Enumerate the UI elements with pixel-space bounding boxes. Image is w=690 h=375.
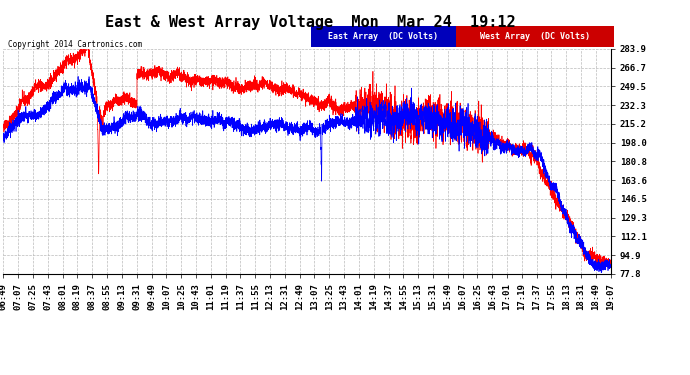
- FancyBboxPatch shape: [310, 26, 456, 47]
- Text: East Array  (DC Volts): East Array (DC Volts): [328, 32, 438, 41]
- FancyBboxPatch shape: [456, 26, 614, 47]
- Text: East & West Array Voltage  Mon  Mar 24  19:12: East & West Array Voltage Mon Mar 24 19:…: [105, 15, 516, 30]
- Text: West Array  (DC Volts): West Array (DC Volts): [480, 32, 590, 41]
- Text: Copyright 2014 Cartronics.com: Copyright 2014 Cartronics.com: [8, 40, 142, 49]
